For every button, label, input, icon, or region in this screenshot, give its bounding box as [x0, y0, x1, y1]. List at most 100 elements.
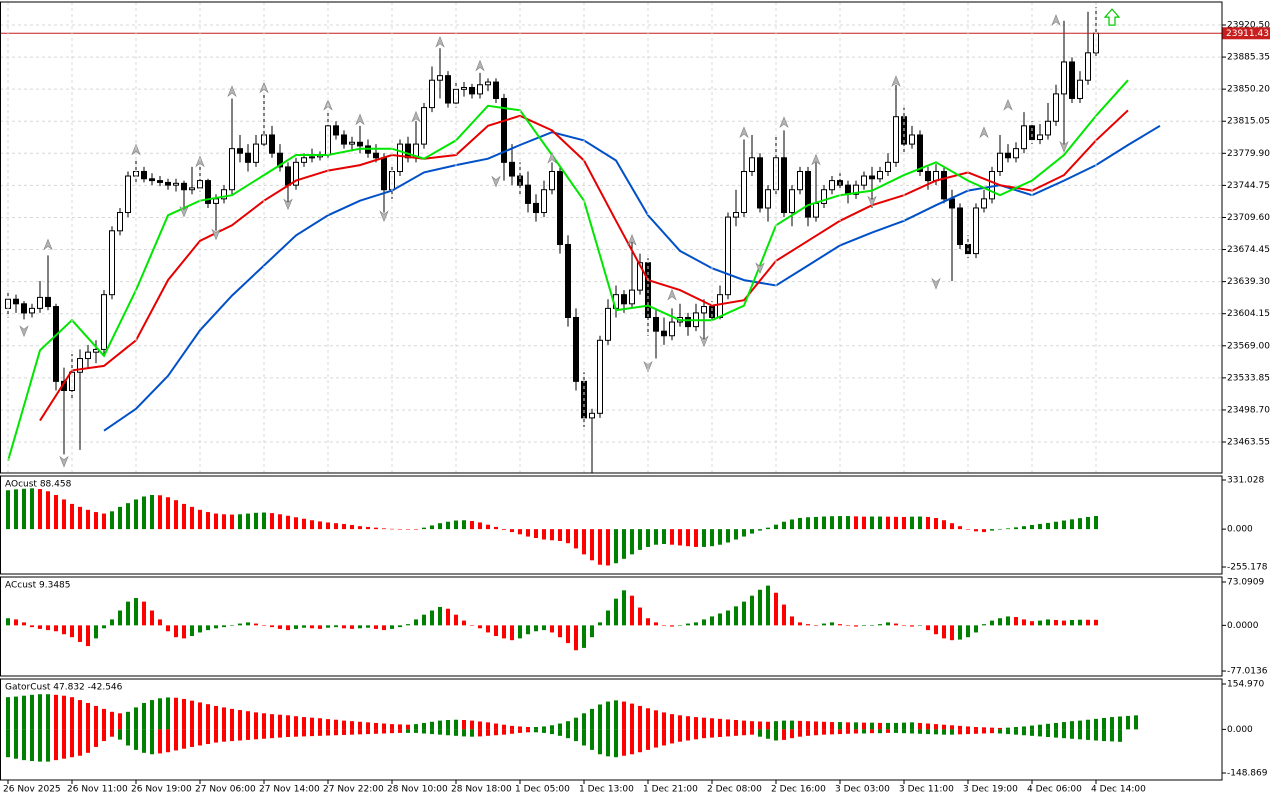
candle-body [909, 134, 915, 145]
candle-body [1093, 32, 1099, 54]
histogram-bar [398, 625, 402, 628]
histogram-bar [462, 620, 466, 626]
y-tick-label: 23920.50 [1227, 20, 1270, 30]
candle-body [685, 316, 691, 328]
gator-upper-bar [1078, 720, 1082, 730]
histogram-bar [806, 624, 810, 626]
histogram-bar [950, 523, 954, 530]
histogram-bar [590, 529, 594, 561]
histogram-bar [206, 625, 210, 631]
histogram-bar [838, 516, 842, 530]
histogram-bar [838, 624, 842, 626]
candle-body [805, 170, 811, 218]
candle-body [485, 81, 491, 86]
gator-lower-bar [1054, 729, 1058, 738]
histogram-bar [390, 625, 394, 629]
histogram-bar [694, 622, 698, 626]
histogram-bar [1054, 521, 1058, 530]
gator-lower-bar [46, 729, 50, 762]
histogram-bar [182, 503, 186, 530]
candle-body [77, 358, 83, 373]
gator-upper-bar [1126, 715, 1130, 730]
gator-upper-bar [566, 721, 570, 730]
histogram-bar [726, 610, 730, 626]
gator-lower-bar [838, 729, 842, 735]
histogram-bar [190, 506, 194, 530]
histogram-bar [766, 585, 770, 626]
histogram-bar [406, 624, 410, 626]
gator-lower-bar [62, 729, 66, 759]
y-tick-label: 0.000 [1227, 525, 1253, 535]
fractal-up [195, 155, 205, 168]
gator-upper-bar [238, 710, 242, 730]
gator-upper-bar [310, 717, 314, 730]
gator-upper-bar [158, 698, 162, 730]
histogram-bar [646, 618, 650, 626]
histogram-bar [270, 625, 274, 628]
candle-body [333, 125, 339, 136]
candle-body [941, 170, 947, 200]
histogram-bar [974, 625, 978, 633]
gator-upper-bar [1086, 719, 1090, 730]
histogram-bar [566, 625, 570, 644]
gator-upper-bar [510, 725, 514, 730]
histogram-bar [702, 529, 706, 547]
histogram-bar [734, 606, 738, 626]
gator-lower-bar [782, 729, 786, 740]
gator-upper-bar [270, 714, 274, 730]
gator-upper-bar [342, 720, 346, 730]
candle-body [981, 198, 987, 209]
candle-body [573, 316, 579, 382]
gator-upper-bar [590, 708, 594, 730]
fractal-up [227, 85, 237, 97]
gator-lower-bar [870, 729, 874, 734]
histogram-bar [918, 516, 922, 530]
gator-upper-bar [534, 727, 538, 730]
gator-lower-bar [830, 729, 834, 735]
gator-lower-bar [262, 729, 266, 739]
candle-body [741, 170, 747, 214]
histogram-bar [318, 625, 322, 629]
histogram-bar [574, 529, 578, 549]
pane-frame [0, 576, 1223, 677]
candle-body [541, 189, 547, 214]
histogram-bar [758, 529, 762, 531]
current-price-label: 23911.43 [1226, 29, 1269, 39]
histogram-bar [470, 625, 474, 626]
histogram-bar [942, 625, 946, 639]
gator-lower-bar [742, 729, 746, 736]
gator-upper-bar [758, 721, 762, 730]
histogram-bar [598, 529, 602, 565]
y-tick-label: 23744.75 [1227, 181, 1270, 191]
histogram-bar [678, 625, 682, 626]
y-tick-label: 23639.30 [1227, 277, 1270, 287]
histogram-bar [286, 515, 290, 530]
indicator-label: ACcust 9.3485 [5, 581, 71, 591]
histogram-bar [270, 513, 274, 530]
candle-body [445, 75, 451, 104]
gator-upper-bar [774, 721, 778, 730]
histogram-bar [222, 514, 226, 530]
gator-lower-bar [294, 729, 298, 737]
gator-upper-bar [358, 721, 362, 730]
candle-body [141, 170, 147, 180]
candle-body [957, 207, 963, 245]
y-tick-label: 23779.90 [1227, 149, 1270, 159]
gator-lower-bar [6, 729, 10, 758]
histogram-bar [190, 625, 194, 637]
gator-lower-bar [622, 729, 626, 756]
gator-upper-bar [366, 722, 370, 730]
candle-body [461, 87, 467, 90]
histogram-bar [878, 516, 882, 530]
gator-upper-bar [558, 723, 562, 730]
fractal-down [755, 262, 765, 275]
gator-lower-bar [702, 729, 706, 739]
gator-upper-bar [614, 700, 618, 730]
histogram-bar [982, 624, 986, 626]
gator-upper-bar [454, 719, 458, 730]
candle-body [781, 157, 787, 214]
gator-upper-bar [486, 722, 490, 730]
gator-upper-bar [430, 721, 434, 730]
gator-lower-bar [38, 729, 42, 762]
histogram-bar [214, 513, 218, 530]
